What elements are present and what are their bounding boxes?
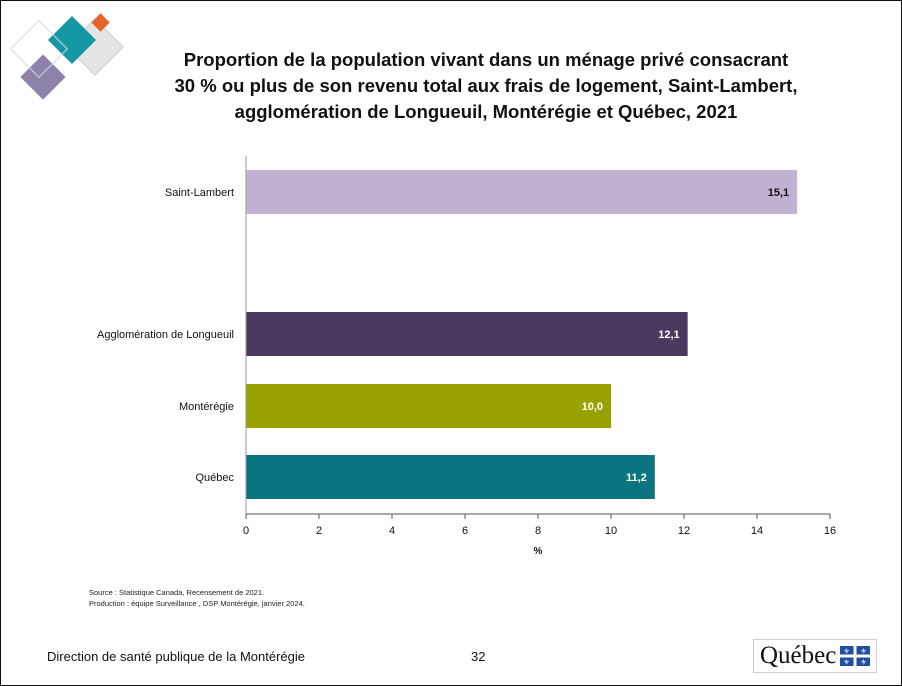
bar-value-label: 10,0 (582, 401, 603, 413)
bar (246, 170, 798, 214)
x-tick-label: 2 (316, 525, 322, 537)
footer-organization: Direction de santé publique de la Montér… (47, 649, 306, 664)
svg-text:⚜: ⚜ (844, 648, 850, 656)
chart-title: Proportion de la population vivant dans … (131, 47, 841, 125)
quebec-logo-text: Québec (760, 642, 837, 669)
bar-value-label: 15,1 (768, 187, 789, 199)
chart-title-line-1: Proportion de la population vivant dans … (183, 49, 789, 70)
production-line: Production : équipe Surveillance , DSP M… (89, 599, 305, 608)
source-note: Source : Statistique Canada, Recensement… (89, 587, 305, 609)
quebec-logo: Québec ⚜ ⚜ ⚜ ⚜ (753, 639, 878, 673)
category-label: Saint-Lambert (165, 187, 234, 199)
source-line: Source : Statistique Canada, Recensement… (89, 588, 265, 597)
svg-text:⚜: ⚜ (861, 648, 867, 656)
decorative-squares-logo (10, 13, 124, 100)
category-label: Québec (195, 472, 234, 484)
chart-title-line-3: agglomération de Longueuil, Montérégie e… (234, 101, 738, 122)
deco-outline-square (10, 20, 68, 78)
category-label: Montérégie (179, 401, 234, 413)
x-tick-label: 8 (535, 525, 541, 537)
bar-value-label: 12,1 (658, 329, 679, 341)
deco-purple-square (20, 54, 66, 100)
bar-value-label: 11,2 (626, 472, 647, 484)
x-tick-label: 0 (243, 525, 249, 537)
x-tick-label: 12 (678, 525, 690, 537)
fleur-de-lis-flag-icon: ⚜ ⚜ ⚜ ⚜ (840, 646, 871, 667)
x-tick-label: 4 (389, 525, 395, 537)
bar-chart: 15,1 Saint-Lambert 12,1 Agglomération de Lo… (97, 156, 836, 557)
category-label: Agglomération de Longueuil (97, 329, 234, 341)
deco-orange-square (91, 13, 110, 32)
svg-text:⚜: ⚜ (844, 659, 850, 667)
x-tick-label: 14 (751, 525, 763, 537)
x-axis-label: % (534, 546, 543, 557)
x-tick-label: 16 (824, 525, 836, 537)
x-tick-label: 6 (462, 525, 468, 537)
chart-title-line-2: 30 % ou plus de son revenu total aux fra… (174, 75, 798, 96)
page-number: 32 (471, 649, 486, 664)
x-tick-label: 10 (605, 525, 617, 537)
bar (246, 384, 611, 428)
bar (246, 312, 688, 356)
bar (246, 455, 655, 499)
svg-text:⚜: ⚜ (861, 659, 867, 667)
